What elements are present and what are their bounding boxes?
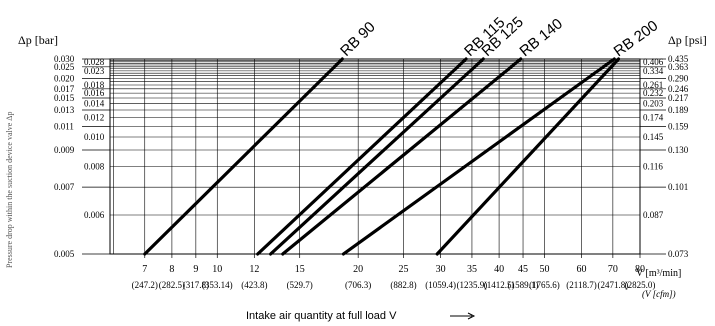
x-tick-sublabel: (2471.8) [597, 280, 628, 290]
y-tick-label-left-inner: 0.006 [84, 210, 105, 220]
x-tick-sublabel: (1412.5) [484, 280, 515, 290]
series-label: RB 140 [517, 15, 566, 60]
y-tick-label-right-inner: 0.145 [643, 132, 664, 142]
y-tick-label-right-inner: 0.174 [643, 113, 664, 123]
x-tick-sublabel: (2825.0) [625, 280, 656, 290]
y-tick-label-right: 0.073 [668, 249, 689, 259]
x-tick-label: 80 [635, 264, 645, 275]
y-axis-title-right: Δp [psi] [668, 33, 707, 47]
y-tick-label-left: 0.013 [54, 105, 75, 115]
y-axis-title-left: Δp [bar] [18, 33, 58, 47]
y-tick-label-left-inner: 0.023 [84, 66, 105, 76]
y-tick-label-left: 0.009 [54, 145, 75, 155]
x-tick-label: 30 [436, 264, 446, 275]
series-line [341, 57, 616, 256]
x-tick-label: 70 [608, 264, 618, 275]
x-tick-sublabel: (706.3) [345, 280, 371, 290]
y-tick-label-left-inner: 0.028 [84, 57, 105, 67]
y-tick-label-left: 0.017 [54, 84, 75, 94]
y-tick-label-left-inner: 0.014 [84, 99, 105, 109]
series-line [143, 57, 344, 256]
x-tick-label: 25 [399, 264, 409, 275]
y-tick-label-left: 0.015 [54, 93, 75, 103]
y-tick-label-right: 0.159 [668, 121, 689, 131]
x-tick-sublabel: (882.8) [390, 280, 416, 290]
y-tick-label-right-inner: 0.232 [643, 88, 663, 98]
x-tick-sublabel: (423.8) [241, 280, 267, 290]
x-tick-label: 7 [142, 264, 147, 275]
y-tick-label-left-inner: 0.010 [84, 132, 105, 142]
x-axis-title: Intake air quantity at full load V [246, 310, 397, 322]
x-tick-label: 50 [539, 264, 549, 275]
y-tick-label-left: 0.020 [54, 74, 75, 84]
x-tick-sublabel: (247.2) [132, 280, 158, 290]
x-axis-title-arrowhead [467, 312, 476, 320]
x-tick-label: 9 [193, 264, 198, 275]
y-tick-label-right: 0.101 [668, 182, 688, 192]
y-tick-label-right-inner: 0.261 [643, 80, 663, 90]
y-tick-label-left: 0.005 [54, 249, 75, 259]
y-tick-label-right-inner: 0.406 [643, 57, 664, 67]
x-tick-sublabel: (282.5) [159, 280, 185, 290]
x-tick-sublabel: (353.14) [202, 280, 233, 290]
y-tick-label-right: 0.290 [668, 74, 689, 84]
x-tick-sublabel: (2118.7) [566, 280, 596, 290]
y-tick-label-right: 0.246 [668, 84, 689, 94]
labels: Δp [bar] Δp [psi] Pressure drop within t… [5, 33, 707, 322]
series-line [256, 57, 468, 256]
series-label: RB 90 [337, 18, 379, 59]
x-tick-sublabel: (317.8) [183, 280, 209, 290]
x-tick-sublabel: (1235.9) [457, 280, 488, 290]
y-tick-label-left: 0.011 [54, 121, 74, 131]
y-tick-label-right-inner: 0.334 [643, 66, 664, 76]
x-tick-label: 40 [494, 264, 504, 275]
y-tick-label-left-inner: 0.008 [84, 161, 105, 171]
x-tick-sublabel: (1589.1) [508, 280, 539, 290]
y-axis-rotated-label: Pressure drop within the suction device … [5, 112, 14, 268]
x-axis-unit-primary: V [m³/min] [636, 268, 681, 279]
x-tick-label: 8 [169, 264, 174, 275]
series-line [269, 57, 485, 256]
y-tick-label-right: 0.363 [668, 62, 689, 72]
y-tick-label-left-inner: 0.018 [84, 80, 105, 90]
x-tick-sublabel: (529.7) [287, 280, 313, 290]
y-tick-label-left-inner: 0.016 [84, 88, 105, 98]
y-tick-label-right-inner: 0.203 [643, 99, 664, 109]
y-tick-label-left: 0.025 [54, 62, 75, 72]
x-tick-label: 15 [295, 264, 305, 275]
x-tick-label: 35 [467, 264, 477, 275]
y-tick-label-right: 0.217 [668, 93, 689, 103]
x-tick-sublabel: (1765.6) [529, 280, 560, 290]
y-tick-label-right: 0.130 [668, 145, 689, 155]
x-tick-sublabel: (1059.4) [425, 280, 456, 290]
y-tick-label-right-inner: 0.116 [643, 161, 663, 171]
series-label: RB 200 [611, 17, 662, 60]
x-tick-label: 10 [212, 264, 222, 275]
y-tick-label-left: 0.007 [54, 182, 75, 192]
x-tick-label: 20 [353, 264, 363, 275]
y-tick-label-right: 0.435 [668, 54, 689, 64]
y-tick-label-left: 0.030 [54, 54, 75, 64]
series-line-unlabeled [435, 57, 621, 256]
x-tick-label: 12 [249, 264, 259, 275]
x-tick-label: 60 [577, 264, 587, 275]
series-line [281, 57, 523, 256]
y-tick-label-right-inner: 0.087 [643, 210, 664, 220]
x-tick-label: 45 [518, 264, 528, 275]
x-axis-unit-secondary: (V [cfm]) [642, 289, 676, 299]
y-tick-label-left-inner: 0.012 [84, 113, 104, 123]
y-tick-label-right: 0.189 [668, 105, 689, 115]
